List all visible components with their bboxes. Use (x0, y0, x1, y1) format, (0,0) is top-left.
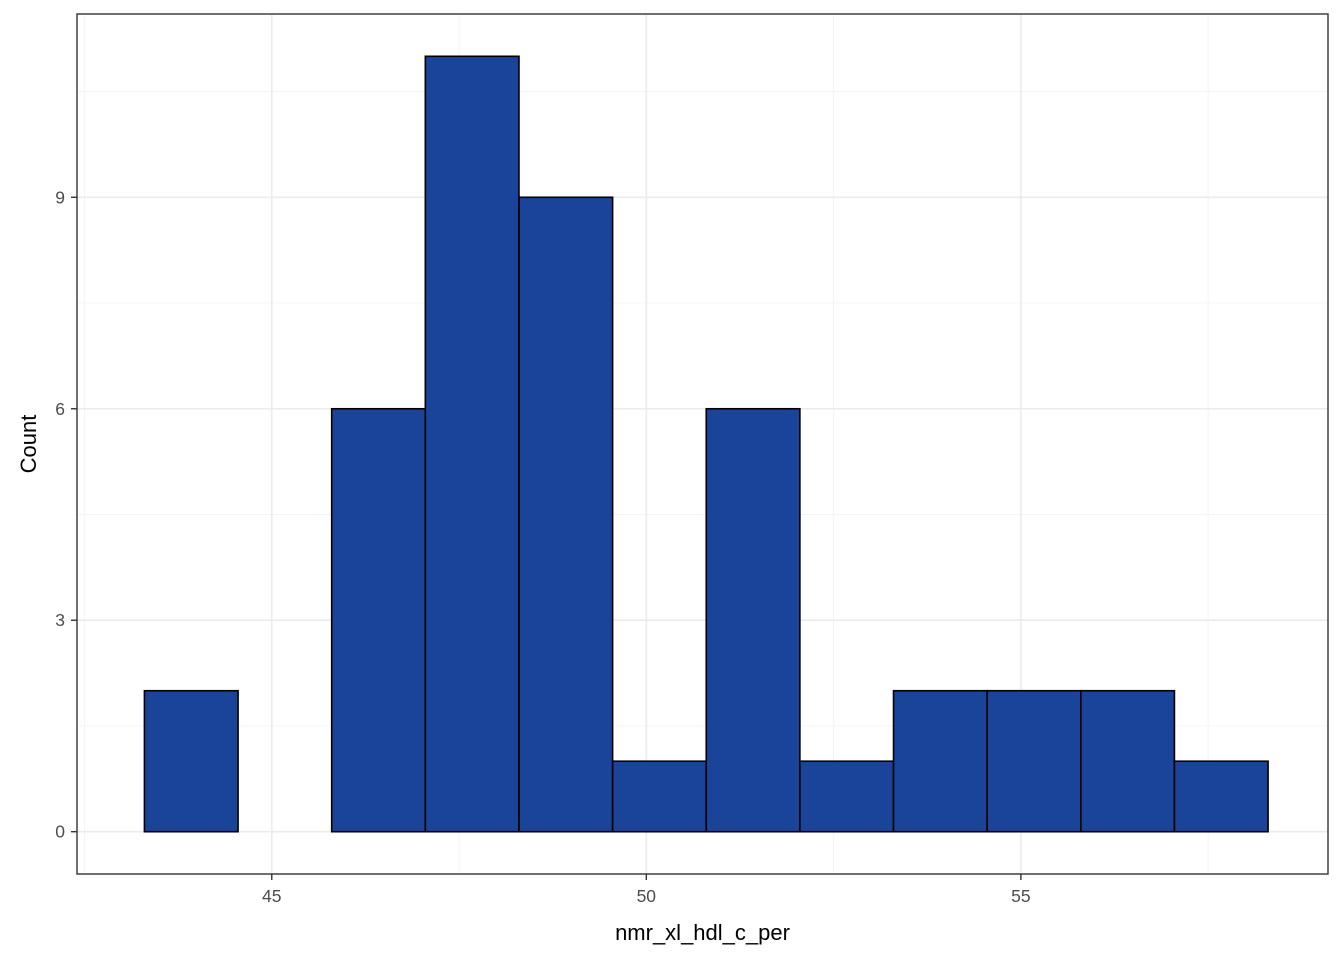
y-tick-label: 6 (55, 399, 65, 419)
histogram-bar (518, 196, 614, 833)
x-tick-label: 55 (1011, 886, 1030, 906)
panel-border (76, 13, 1329, 875)
y-tick-label: 3 (55, 610, 65, 630)
y-axis-title: Count (16, 415, 41, 474)
histogram-bar (799, 760, 895, 833)
x-axis-title: nmr_xl_hdl_c_per (615, 920, 790, 945)
y-tick-label: 0 (55, 822, 65, 842)
major-gridlines (77, 14, 1328, 874)
histogram-bar (1079, 689, 1176, 833)
x-tick-label: 50 (637, 886, 657, 906)
histogram-bar (986, 689, 1082, 833)
histogram-bar (424, 55, 520, 833)
y-tick-label: 9 (55, 187, 65, 207)
x-tick-label: 45 (262, 886, 281, 906)
axis-ticks (71, 196, 1022, 880)
histogram-bar (143, 689, 239, 833)
histogram-bars (143, 55, 1269, 833)
histogram-bar (330, 407, 427, 833)
x-tick-labels: 45 50 55 (262, 886, 1031, 906)
y-tick-labels: 0 3 6 9 (55, 187, 65, 841)
histogram-bar (892, 689, 988, 833)
histogram-bar (1173, 760, 1269, 833)
histogram-bar (705, 407, 801, 833)
histogram-bar (611, 760, 708, 833)
